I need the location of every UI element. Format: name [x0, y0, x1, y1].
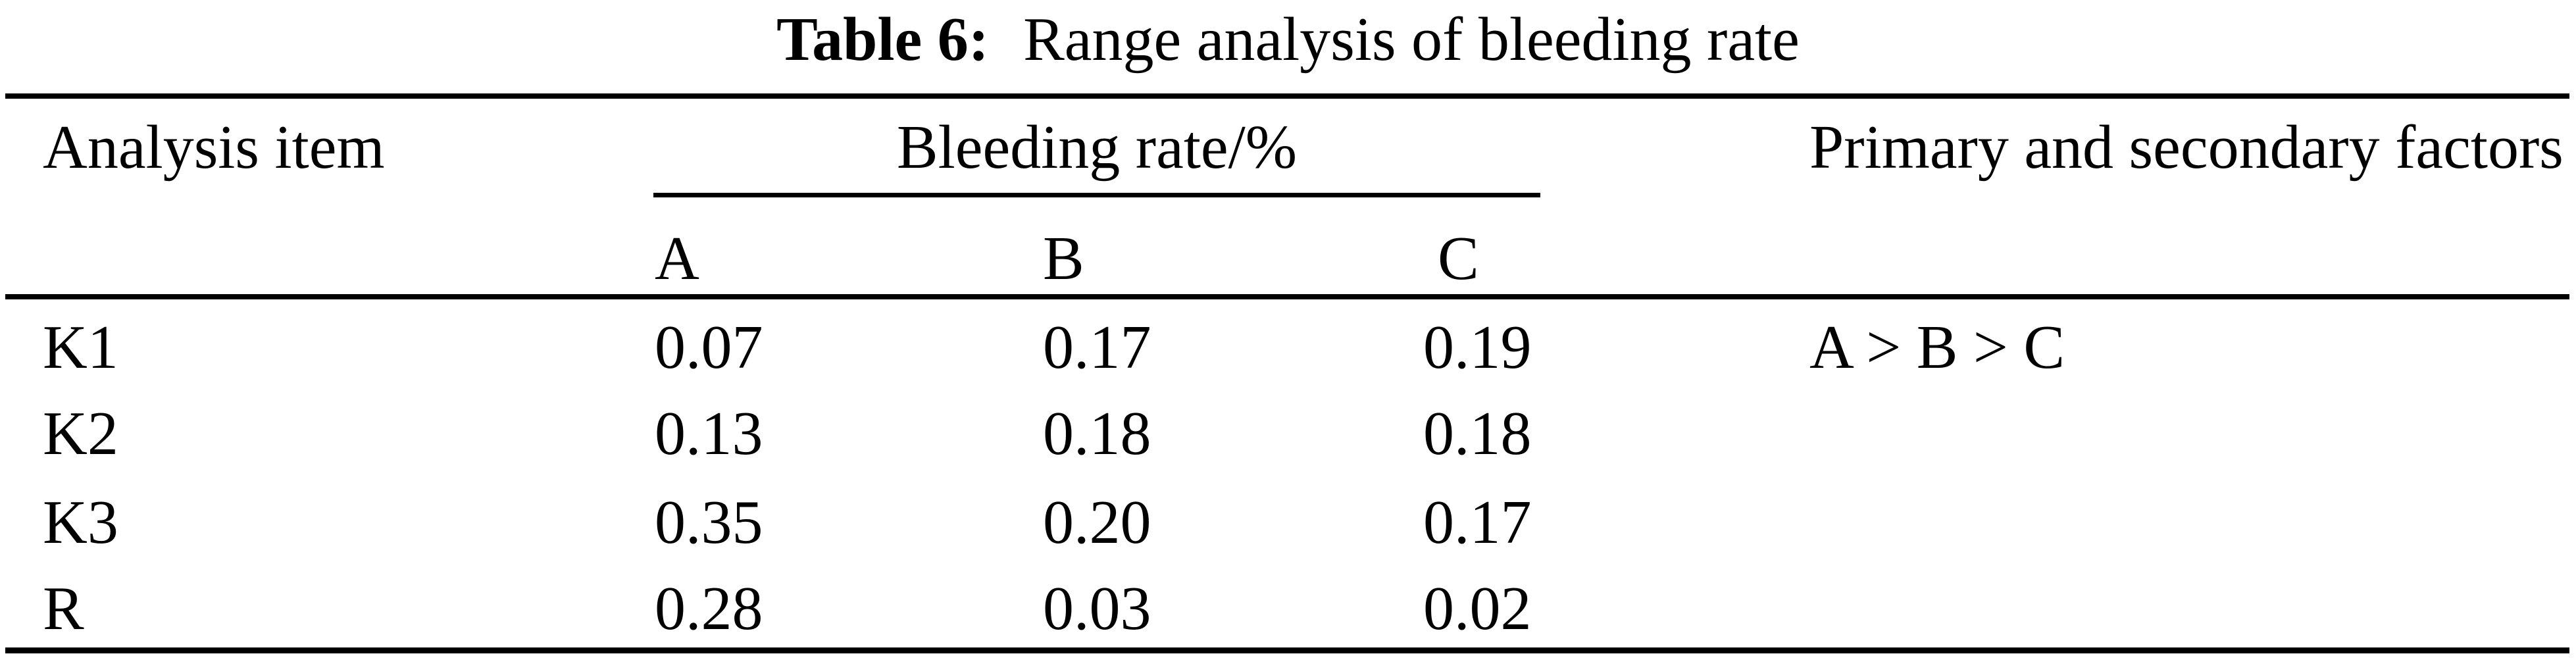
subcolumn-header-c: C	[1438, 224, 1479, 293]
table-bottom-rule	[5, 647, 2569, 653]
table-caption: Table 6: Range analysis of bleeding rate	[0, 7, 2576, 72]
row-r-item-label: R	[43, 574, 84, 643]
row-k2-value-a: 0.13	[655, 399, 763, 468]
table-header-rule	[5, 294, 2569, 299]
column-header-primary-secondary-factors: Primary and secondary factors	[1809, 113, 2563, 182]
row-k1-value-b: 0.17	[1043, 313, 1151, 382]
row-k2-value-b: 0.18	[1043, 399, 1151, 468]
row-k2-item-label: K2	[43, 399, 118, 468]
row-k3-value-c: 0.17	[1423, 488, 1532, 557]
table-top-rule	[5, 93, 2569, 99]
subcolumn-header-b: B	[1043, 224, 1084, 293]
row-k1-factors-value: A > B > C	[1809, 313, 2065, 382]
table-caption-title: Range analysis of bleeding rate	[1023, 5, 1800, 74]
row-k3-item-label: K3	[43, 488, 118, 557]
row-k3-value-b: 0.20	[1043, 488, 1151, 557]
row-k3-value-a: 0.35	[655, 488, 763, 557]
group-header-underline-rule	[653, 193, 1540, 197]
subcolumn-header-a: A	[655, 224, 699, 293]
row-r-value-c: 0.02	[1423, 574, 1532, 643]
column-header-analysis-item: Analysis item	[43, 113, 385, 182]
row-k1-item-label: K1	[43, 313, 118, 382]
column-group-header-bleeding-rate: Bleeding rate/%	[896, 113, 1298, 182]
row-k2-value-c: 0.18	[1423, 399, 1532, 468]
row-k1-value-a: 0.07	[655, 313, 763, 382]
row-r-value-a: 0.28	[655, 574, 763, 643]
row-k1-value-c: 0.19	[1423, 313, 1532, 382]
row-r-value-b: 0.03	[1043, 574, 1151, 643]
table-caption-label: Table 6:	[776, 5, 990, 74]
